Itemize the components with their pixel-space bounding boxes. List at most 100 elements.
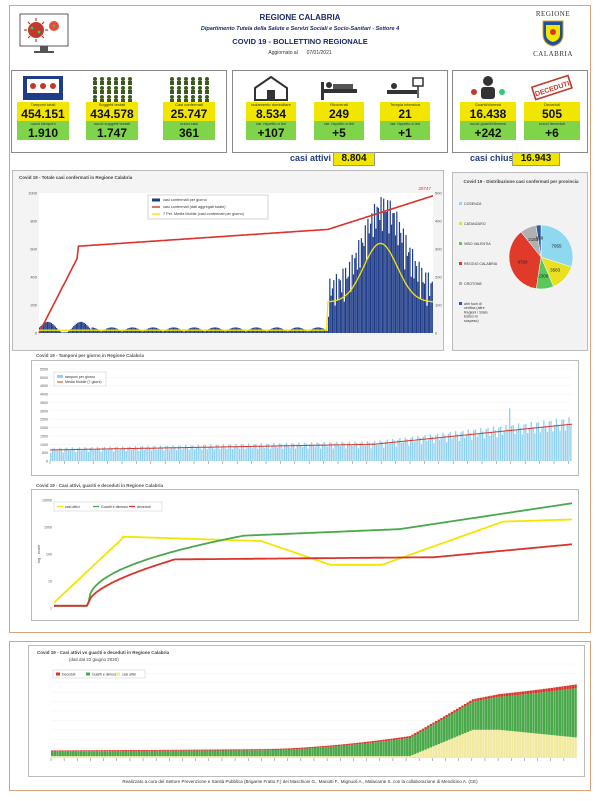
daily-cases-bar <box>368 233 370 333</box>
y-tick-right: 200 <box>435 275 442 280</box>
bulletin-title: COVID 19 - BOLLETTINO REGIONALE <box>232 37 368 46</box>
y-tick-right: 100 <box>435 303 442 308</box>
daily-cases-bar <box>117 329 119 333</box>
recovered-area-bar <box>253 750 256 757</box>
tests-bar <box>528 427 531 461</box>
tests-bar <box>485 429 487 461</box>
tests-bar <box>222 444 225 461</box>
tests-bar <box>253 443 255 461</box>
deceased-area-bar <box>437 719 441 722</box>
stat-bottom-label: nuovi deceduti <box>524 121 580 127</box>
daily-cases-bar <box>404 269 406 333</box>
active-area-bar <box>340 756 343 758</box>
stat-bottom-value: 1.747 <box>86 127 138 140</box>
tests-bar <box>91 447 93 461</box>
y-tick-right: 0 <box>435 331 438 336</box>
stat-top-value: 8.534 <box>246 108 296 121</box>
daily-cases-bar <box>183 331 185 333</box>
deceased-area-bar <box>200 749 204 751</box>
tests-bar <box>267 444 270 461</box>
tests-bar <box>482 431 484 461</box>
daily-cases-bar <box>385 211 387 333</box>
stat-bottom-label: nuovi guariti/dimessi <box>460 121 516 127</box>
daily-cases-bar <box>352 274 355 333</box>
daily-cases-bar <box>268 329 271 333</box>
slice-label: 9760 <box>517 260 528 265</box>
tests-bar <box>86 448 88 461</box>
daily-cases-bar <box>427 272 429 333</box>
tests-bar <box>498 427 500 461</box>
legend-label-line: CROTONE <box>464 282 483 286</box>
deceased-area-bar <box>450 711 454 714</box>
active-area-bar <box>463 733 467 758</box>
recovered-area-bar <box>332 746 335 757</box>
recovered-area-bar <box>103 751 106 757</box>
deceased-area-bar <box>408 736 412 738</box>
deceased-area-bar <box>461 705 464 708</box>
stat-ricoverati: Ricoverati 249 var. rispetto a ieri +5 <box>314 74 364 140</box>
y-tick: 4500 <box>40 384 48 388</box>
stat-top-value: 454.151 <box>17 108 69 121</box>
legend-swatch <box>459 222 462 225</box>
house-icon <box>254 75 288 101</box>
tests-bar <box>453 436 455 461</box>
deceased-area-bar <box>292 748 296 750</box>
stat-bottom-label: var. rispetto a ieri <box>246 121 296 127</box>
slice-label: 3583 <box>550 268 561 273</box>
daily-cases-bar <box>49 322 51 333</box>
chart-title: Covid 19 - Distribuzione casi confermati… <box>463 179 579 184</box>
chart-title: Covid 19 - Casi attivi vs guariti e dece… <box>37 650 170 655</box>
active-area-bar <box>232 756 235 758</box>
recovered-area-bar <box>371 742 375 757</box>
y-tick: 100 <box>46 553 52 557</box>
deceased-area-bar <box>521 691 525 695</box>
tests-bar <box>240 444 243 461</box>
tests-bar <box>102 447 104 461</box>
recovered-person-icon <box>471 76 505 99</box>
active-area-bar <box>258 756 262 758</box>
tests-bar <box>469 432 471 461</box>
deceased-area-bar <box>534 689 538 694</box>
deceased-area-bar <box>458 707 462 710</box>
recovered-area-bar <box>571 688 575 738</box>
deceased-area-bar <box>82 750 85 752</box>
deceased-area-bar <box>406 736 409 739</box>
active-area-bar <box>129 756 133 758</box>
deceased-area-bar <box>508 692 512 696</box>
tests-bar <box>388 443 390 461</box>
tests-bar <box>480 428 482 461</box>
recovered-area-bar <box>85 751 88 757</box>
daily-cases-bar <box>410 276 412 333</box>
tests-bar <box>406 439 408 461</box>
deceased-area-bar <box>308 747 312 749</box>
active-area-bar <box>208 756 212 758</box>
deceased-area-bar <box>106 750 109 752</box>
daily-cases-bar <box>398 221 401 333</box>
deceased-area-bar <box>277 748 280 750</box>
chart-legend: casi confermati per giorno casi confermat… <box>147 194 269 220</box>
deceased-area-bar <box>140 749 143 751</box>
active-area-bar <box>424 749 427 758</box>
active-area-bar <box>90 756 93 758</box>
deceased-area-bar <box>114 750 117 752</box>
daily-cases-bar <box>41 324 43 333</box>
daily-cases-bar <box>123 330 125 333</box>
deceased-area-bar <box>235 749 238 751</box>
pie-slice <box>508 231 542 289</box>
active-area-bar <box>51 756 54 758</box>
recovered-area-bar <box>335 746 338 757</box>
tests-bar <box>141 446 144 461</box>
legend-label-line: REGGIO CALABRIA <box>464 262 498 266</box>
recovered-area-bar <box>79 751 83 757</box>
recovered-area-bar <box>232 750 235 757</box>
tests-bar <box>489 435 491 461</box>
active-area-bar <box>245 756 249 758</box>
tests-bar <box>332 448 334 461</box>
daily-cases-bar <box>383 198 385 333</box>
legend-label: Media Mobile (7 giorni) <box>65 380 102 384</box>
daily-cases-bar <box>125 329 127 333</box>
tests-bar <box>527 433 529 461</box>
daily-cases-bar <box>334 305 336 333</box>
recovered-area-bar <box>453 712 456 738</box>
